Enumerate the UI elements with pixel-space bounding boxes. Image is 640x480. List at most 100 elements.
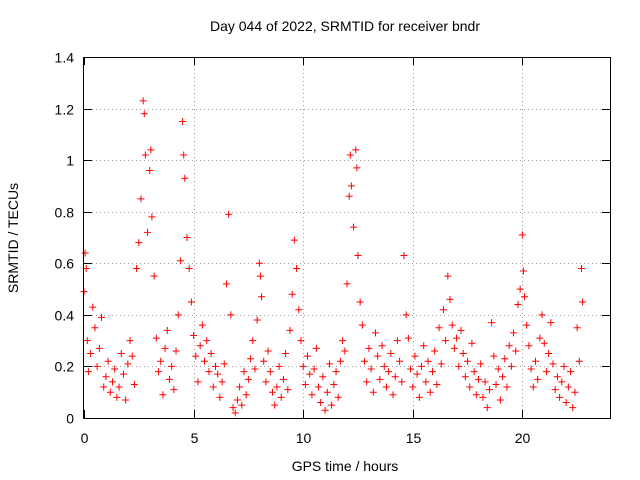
data-point (124, 360, 132, 368)
data-point (538, 311, 546, 319)
data-point (385, 368, 393, 376)
data-point (312, 344, 320, 352)
data-point (369, 388, 377, 396)
data-point (428, 368, 436, 376)
data-point (288, 290, 296, 298)
x-tick-label: 0 (81, 430, 89, 446)
data-point (365, 344, 373, 352)
data-point (461, 373, 469, 381)
data-point (531, 357, 539, 365)
data-point (238, 401, 246, 409)
data-point (382, 383, 390, 391)
data-point (519, 267, 527, 275)
data-point (119, 370, 127, 378)
data-point (393, 337, 401, 345)
data-point (284, 386, 292, 394)
data-point (420, 342, 428, 350)
data-point (139, 97, 147, 105)
data-point (371, 329, 379, 337)
data-point (424, 357, 432, 365)
data-point (356, 298, 364, 306)
data-point (163, 326, 171, 334)
data-point (518, 231, 526, 239)
data-point (275, 362, 283, 370)
data-point (148, 213, 156, 221)
data-point (558, 378, 566, 386)
data-point (341, 347, 349, 355)
data-point (578, 264, 586, 272)
data-point (514, 301, 522, 309)
data-point (431, 347, 439, 355)
data-point (108, 378, 116, 386)
data-point (271, 401, 279, 409)
data-point (297, 337, 305, 345)
data-point (450, 344, 458, 352)
data-point (542, 368, 550, 376)
data-point (490, 352, 498, 360)
data-point (376, 375, 384, 383)
data-point (286, 326, 294, 334)
data-point (205, 368, 213, 376)
data-point (104, 357, 112, 365)
data-point (409, 383, 417, 391)
data-point (155, 368, 163, 376)
data-point (483, 404, 491, 412)
data-point (209, 383, 217, 391)
data-point (310, 365, 318, 373)
data-point (161, 344, 169, 352)
data-point (190, 331, 198, 339)
data-point (343, 280, 351, 288)
data-point (477, 360, 485, 368)
data-point (102, 373, 110, 381)
data-point (240, 368, 248, 376)
data-point (170, 386, 178, 394)
data-point (87, 350, 95, 358)
data-point (157, 357, 165, 365)
y-tick-label: 1.2 (55, 102, 75, 118)
data-point (244, 375, 252, 383)
data-point (396, 357, 404, 365)
data-point (332, 368, 340, 376)
data-point (330, 380, 338, 388)
data-point (251, 365, 259, 373)
data-point (93, 362, 101, 370)
data-point (525, 342, 533, 350)
data-point (214, 370, 222, 378)
data-point (404, 334, 412, 342)
data-point (279, 375, 287, 383)
data-point (216, 393, 224, 401)
data-point (229, 404, 237, 412)
chart-title: Day 044 of 2022, SRMTID for receiver bnd… (210, 18, 480, 34)
data-point (380, 362, 388, 370)
data-point (128, 352, 136, 360)
data-point (168, 362, 176, 370)
x-axis-label: GPS time / hours (292, 458, 399, 474)
data-point (378, 342, 386, 350)
data-point (437, 360, 445, 368)
data-point (457, 326, 465, 334)
data-point (194, 378, 202, 386)
data-point (174, 311, 182, 319)
data-point (492, 380, 500, 388)
data-point (122, 396, 130, 404)
data-point (83, 337, 91, 345)
x-tick-label: 5 (191, 430, 199, 446)
data-point (374, 352, 382, 360)
data-points (80, 97, 587, 417)
data-point (180, 151, 188, 159)
data-point (336, 357, 344, 365)
data-point (100, 383, 108, 391)
data-point (334, 393, 342, 401)
data-point (573, 324, 581, 332)
data-point (256, 272, 264, 280)
data-point (551, 386, 559, 394)
data-point (354, 252, 362, 260)
data-point (475, 375, 482, 383)
data-point (435, 324, 443, 332)
data-point (146, 166, 154, 174)
data-point (140, 110, 148, 118)
data-point (266, 368, 274, 376)
data-point (126, 337, 134, 345)
data-point (387, 350, 395, 358)
data-point (207, 350, 215, 358)
